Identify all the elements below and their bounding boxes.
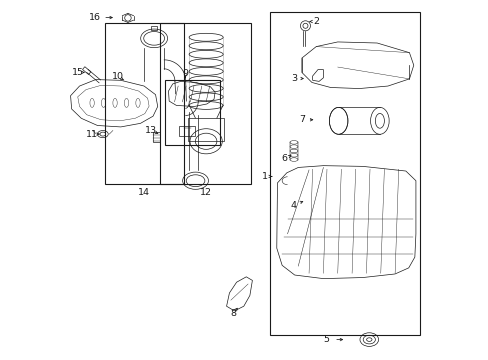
Text: 11: 11 <box>86 130 98 139</box>
Bar <box>160 23 250 184</box>
Text: 9: 9 <box>182 69 188 78</box>
Text: 7: 7 <box>298 115 304 124</box>
Text: 14: 14 <box>138 188 150 197</box>
Bar <box>153 132 159 142</box>
Text: 2: 2 <box>313 17 319 26</box>
Bar <box>188 118 224 141</box>
Text: 16: 16 <box>89 13 101 22</box>
Text: 1: 1 <box>262 172 268 181</box>
Text: 13: 13 <box>144 126 156 135</box>
Text: 15: 15 <box>72 68 83 77</box>
Bar <box>105 23 184 184</box>
Bar <box>151 26 157 30</box>
Text: 3: 3 <box>290 74 296 83</box>
Bar <box>164 80 220 145</box>
Bar <box>270 12 419 335</box>
Text: 5: 5 <box>323 335 328 344</box>
Bar <box>179 126 195 136</box>
Text: 4: 4 <box>290 201 296 210</box>
Text: 8: 8 <box>229 309 236 318</box>
Text: 10: 10 <box>112 72 124 81</box>
Text: 6: 6 <box>281 154 287 163</box>
Text: 12: 12 <box>200 188 211 197</box>
